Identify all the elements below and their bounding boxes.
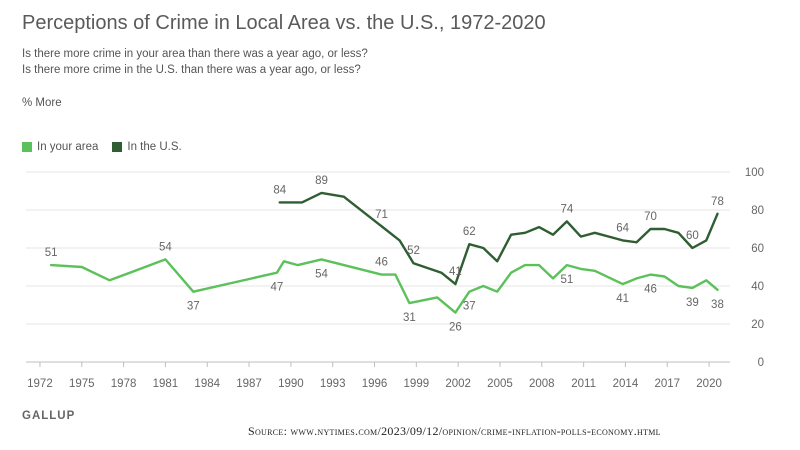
x-tick-label: 1972: [27, 378, 53, 390]
data-label: 60: [686, 230, 699, 242]
gallup-brand: GALLUP: [22, 410, 76, 422]
x-tick-label: 2005: [487, 378, 513, 390]
x-tick-label: 1984: [194, 378, 220, 390]
y-tick-label: 80: [751, 205, 764, 217]
x-tick-label: 1993: [320, 378, 346, 390]
data-label: 54: [159, 241, 172, 253]
data-label: 71: [375, 209, 388, 221]
y-tick-label: 20: [751, 319, 764, 331]
data-label: 41: [616, 293, 629, 305]
y-tick-label: 100: [745, 167, 764, 179]
data-label: 54: [315, 268, 328, 280]
data-label: 38: [711, 299, 724, 311]
data-label: 84: [273, 184, 286, 196]
data-label: 51: [560, 274, 573, 286]
data-label: 52: [407, 245, 420, 257]
source-citation[interactable]: Source: www.nytimes.com/2023/09/12/opini…: [248, 424, 661, 438]
legend-item-us[interactable]: In the U.S.: [112, 141, 182, 153]
chart-subtitle-us: Is there more crime in the U.S. than the…: [22, 64, 361, 76]
x-tick-label: 2011: [571, 378, 596, 390]
data-label: 47: [271, 282, 284, 294]
legend-item-local[interactable]: In your area: [22, 141, 98, 153]
legend-label-us: In the U.S.: [127, 141, 182, 153]
x-tick-label: 1996: [362, 378, 388, 390]
chart-legend: In your area In the U.S.: [22, 141, 182, 153]
x-tick-label: 1999: [404, 378, 430, 390]
data-label: 37: [463, 301, 476, 313]
y-tick-label: 60: [751, 243, 764, 255]
unit-label: % More: [22, 97, 62, 109]
x-tick-label: 2017: [654, 378, 680, 390]
y-tick-label: 40: [751, 281, 764, 293]
data-label: 26: [449, 322, 462, 334]
series-layer: [49, 191, 719, 314]
data-label: 62: [463, 226, 476, 238]
series-line-us[interactable]: [278, 191, 719, 286]
data-label: 64: [616, 222, 629, 234]
x-tick-label: 1981: [153, 378, 179, 390]
data-label: 78: [711, 196, 724, 208]
x-tick-label: 2020: [696, 378, 722, 390]
data-label: 41: [449, 266, 462, 278]
chart-title: Perceptions of Crime in Local Area vs. t…: [22, 12, 546, 34]
data-label: 70: [644, 211, 657, 223]
data-label: 46: [644, 284, 657, 296]
x-tick-label: 1978: [111, 378, 137, 390]
x-tick-label: 2014: [613, 378, 639, 390]
grid-layer: [26, 171, 730, 363]
data-label: 37: [187, 301, 200, 313]
data-label: 74: [560, 203, 573, 215]
x-tick-label: 1975: [69, 378, 95, 390]
legend-swatch-local: [22, 142, 32, 152]
data-label: 51: [45, 247, 58, 259]
legend-swatch-us: [112, 142, 123, 152]
x-tick-label: 1990: [278, 378, 304, 390]
axis-layer: 0 20 40 60 80 100 1972 1975 1978 1981 1984 1987 1990…: [27, 167, 764, 390]
legend-label-local: In your area: [37, 141, 99, 153]
data-label: 31: [403, 312, 416, 324]
data-label: 89: [315, 175, 328, 187]
series-line-local[interactable]: [49, 258, 719, 314]
x-tick-label: 1987: [236, 378, 262, 390]
y-tick-label: 0: [758, 357, 764, 369]
data-label: 39: [686, 297, 699, 309]
data-label: 46: [375, 257, 388, 269]
chart-subtitle-local: Is there more crime in your area than th…: [22, 48, 368, 60]
x-tick-label: 2008: [529, 378, 555, 390]
x-tick-label: 2002: [445, 378, 471, 390]
